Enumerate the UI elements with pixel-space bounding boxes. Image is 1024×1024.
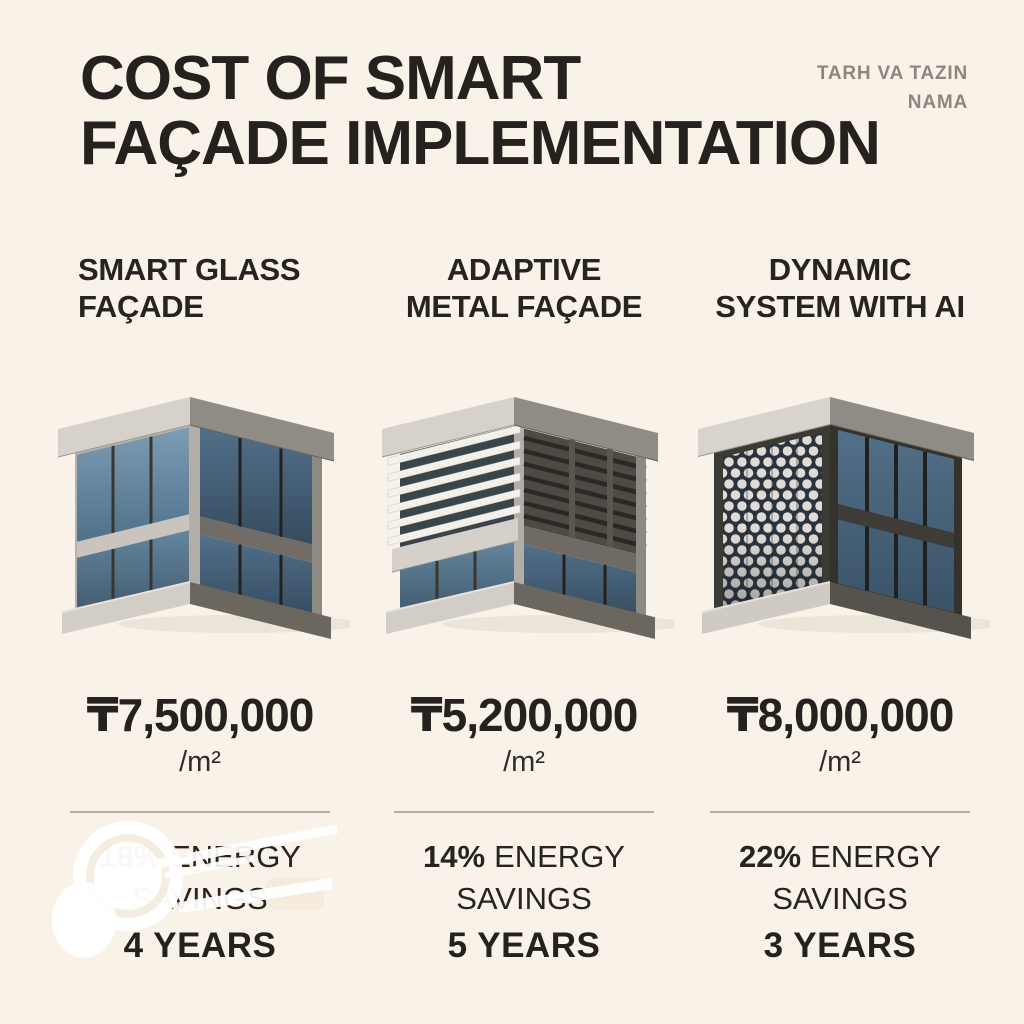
page-title-line2: FAÇADE IMPLEMENTATION <box>80 109 881 179</box>
savings-label-line2: SAVINGS <box>456 880 592 916</box>
price-block: ₸5,200,000 /m² <box>372 688 676 779</box>
column-title-line1: ADAPTIVE <box>446 252 602 287</box>
savings-label-line2: SAVINGS <box>772 880 908 916</box>
price-unit: /m² <box>819 746 861 778</box>
brand-wordmark: TARH VA TAZIN NAMA <box>817 60 968 117</box>
price-unit: /m² <box>179 746 221 778</box>
column-divider <box>394 811 654 813</box>
payback-years: 4 YEARS <box>123 926 277 965</box>
smart-glass-building-illustration <box>57 397 350 639</box>
energy-savings: 14% ENERGY SAVINGS <box>372 836 676 920</box>
price-value: ₸7,500,000 <box>86 689 315 741</box>
column-title: ADAPTIVE METAL FAÇADE <box>372 252 676 325</box>
column-dynamic-ai: DYNAMIC SYSTEM WITH AI <box>688 240 992 1024</box>
brand-line1: TARH VA TAZIN <box>816 63 968 84</box>
column-divider <box>70 811 330 813</box>
savings-label-line2: SAVINGS <box>132 880 268 916</box>
column-title-line1: DYNAMIC <box>768 252 912 287</box>
page-title: COST OF SMART FAÇADE IMPLEMENTATION <box>80 44 881 179</box>
savings-label-line1: ENERGY <box>810 839 941 874</box>
price-block: ₸8,000,000 /m² <box>688 688 992 779</box>
column-title-line2: FAÇADE <box>78 288 204 324</box>
dynamic-ai-building-illustration <box>697 397 990 639</box>
price-value: ₸8,000,000 <box>726 689 955 741</box>
price-block: ₸7,500,000 /m² <box>48 688 352 779</box>
column-title-line2: SYSTEM WITH AI <box>715 288 965 324</box>
price-value: ₸5,200,000 <box>410 689 639 741</box>
price-unit: /m² <box>503 746 545 778</box>
column-title: DYNAMIC SYSTEM WITH AI <box>688 252 992 325</box>
column-divider <box>710 811 970 813</box>
energy-savings: 22% ENERGY SAVINGS <box>688 836 992 920</box>
savings-percent: 22% <box>739 839 802 874</box>
column-smart-glass: SMART GLASS FAÇADE <box>48 240 352 1024</box>
dynamic-ai-building-icon <box>690 358 990 658</box>
column-title-line1: SMART GLASS <box>78 252 301 287</box>
adaptive-metal-building-illustration <box>381 397 674 639</box>
brand-line2: NAMA <box>907 91 968 113</box>
smart-glass-building-icon <box>50 358 350 658</box>
column-adaptive-metal: ADAPTIVE METAL FAÇADE <box>372 240 676 1024</box>
savings-label-line1: ENERGY <box>170 839 301 874</box>
column-title-line2: METAL FAÇADE <box>405 288 643 324</box>
payback-years: 3 YEARS <box>763 926 917 965</box>
page-title-line1: COST OF SMART <box>80 44 581 113</box>
savings-percent: 18% <box>99 839 162 874</box>
savings-label-line1: ENERGY <box>494 839 625 874</box>
savings-percent: 14% <box>423 839 486 874</box>
column-title: SMART GLASS FAÇADE <box>48 252 352 325</box>
payback-years: 5 YEARS <box>447 926 601 965</box>
energy-savings: 18% ENERGY SAVINGS <box>48 836 352 920</box>
adaptive-metal-building-icon <box>374 358 674 658</box>
